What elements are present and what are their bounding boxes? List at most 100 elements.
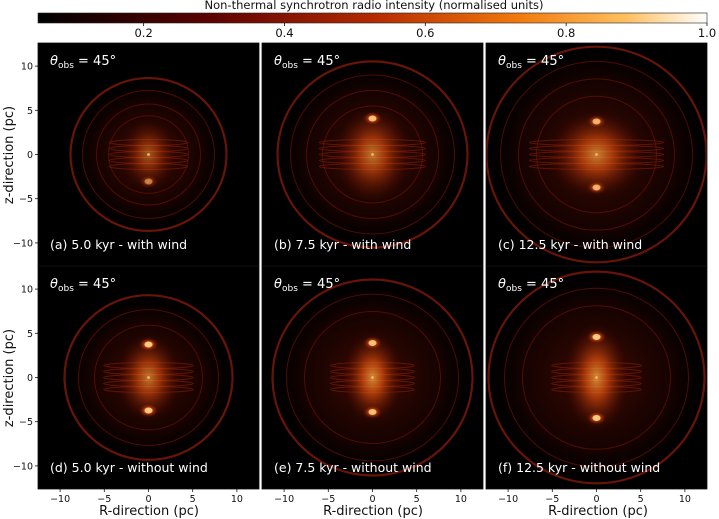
remnant-lower-hotspot (592, 184, 601, 191)
remnant-ring (78, 309, 219, 446)
remnant-lower-lobe (138, 174, 159, 189)
y-axis-label-bottom: z-direction (pc) (2, 329, 17, 427)
y-tick-label: −5 (19, 194, 33, 205)
x-tick-label: −10 (50, 494, 70, 505)
observer-angle-label: θobs = 45° (50, 54, 116, 71)
remnant-outer-ring (487, 270, 706, 485)
remnant-center (371, 376, 374, 379)
remnant-lower-hotspot (592, 415, 601, 421)
remnant-lower-hotspot (144, 407, 153, 414)
remnant-ring (290, 74, 455, 235)
x-tick-label: 5 (190, 494, 196, 505)
colorbar-tick-label: 0.4 (275, 26, 293, 40)
remnant-upper-hotspot (368, 115, 377, 122)
remnant-upper-hotspot (144, 341, 153, 348)
x-tick-label: 5 (638, 494, 644, 505)
panel-b: θobs = 45° (b) 7.5 kyr - with wind (261, 42, 484, 267)
x-tick-label: 0 (369, 494, 375, 505)
panel-e: θobs = 45° (e) 7.5 kyr - without wind −10 −… (261, 265, 484, 505)
observer-angle-label: θobs = 45° (274, 54, 340, 71)
panel-c: θobs = 45° (c) 12.5 kyr - with wind (485, 42, 708, 267)
x-axis-label-middle: R-direction (pc) (323, 504, 423, 519)
y-tick-label: 5 (27, 106, 33, 117)
remnant-outer-ring (69, 76, 228, 233)
x-axis-label-right: R-direction (pc) (548, 504, 648, 519)
remnant-image (486, 45, 707, 264)
observer-angle-label: θobs = 45° (50, 277, 116, 294)
y-tick-label: 10 (21, 285, 33, 296)
remnant-image (271, 278, 474, 477)
y-tick-label: 0 (27, 373, 33, 384)
x-tick-label: −5 (321, 494, 335, 505)
colorbar-gradient (37, 12, 708, 24)
panel-f: θobs = 45° (f) 12.5 kyr - without wind −10… (485, 265, 708, 505)
remnant-ring (94, 324, 203, 431)
x-tick-label: −5 (545, 494, 559, 505)
remnant-lower-hotspot (144, 178, 153, 185)
remnant-image (69, 76, 228, 233)
x-tick-label: 10 (231, 494, 243, 505)
remnant-outer-ring (63, 294, 234, 461)
panel-caption: (b) 7.5 kyr - with wind (274, 237, 411, 252)
y-tick-label: −5 (19, 417, 33, 428)
remnant-ring (322, 105, 423, 204)
remnant-ring (108, 115, 189, 194)
x-axis-label-left: R-direction (pc) (99, 504, 199, 519)
remnant-ring (82, 89, 215, 220)
remnant-outer-ring (486, 45, 707, 264)
remnant-ring (518, 78, 675, 231)
remnant-upper-hotspot (592, 334, 601, 340)
colorbar-label: Non-thermal synchrotron radio intensity … (205, 0, 544, 12)
x-tick-label: 10 (679, 494, 691, 505)
y-tick-label: 5 (27, 329, 33, 340)
x-tick-label: 5 (414, 494, 420, 505)
panel-caption: (f) 12.5 kyr - without wind (498, 460, 660, 475)
x-tick-label: −10 (498, 494, 518, 505)
remnant-center (595, 376, 598, 379)
colorbar: Non-thermal synchrotron radio intensity … (37, 0, 716, 40)
observer-angle-label: θobs = 45° (274, 277, 340, 294)
remnant-center (371, 153, 374, 156)
panel-caption: (e) 7.5 kyr - without wind (274, 460, 432, 475)
y-tick-label: 0 (27, 150, 33, 161)
remnant-ring (536, 95, 657, 214)
colorbar-tick-label: 0.6 (416, 26, 434, 40)
remnant-center (147, 153, 150, 156)
y-tick-label: −10 (13, 238, 33, 249)
remnant-lower-hotspot (368, 409, 377, 415)
remnant-ring (522, 305, 671, 450)
colorbar-tick-label: 1.0 (698, 26, 716, 40)
remnant-image (276, 60, 469, 249)
remnant-ring (96, 103, 201, 206)
colorbar-tick-label: 0.8 (557, 26, 575, 40)
remnant-ring (286, 293, 459, 462)
y-tick-label: −10 (13, 461, 33, 472)
remnant-upper-hotspot (368, 340, 377, 346)
remnant-image (63, 294, 234, 461)
remnant-upper-hotspot (592, 118, 601, 125)
panel-grid: θobs = 45° (a) 5.0 kyr - with wind −10 −5 0 5… (13, 42, 708, 505)
x-tick-label: −5 (97, 494, 111, 505)
remnant-ring (504, 287, 689, 468)
colorbar-tick-label: 0.2 (134, 26, 152, 40)
x-tick-label: 0 (145, 494, 151, 505)
colorbar-ticks: 0.2 0.4 0.6 0.8 1.0 (134, 23, 716, 40)
remnant-image (487, 270, 706, 485)
remnant-center (147, 376, 150, 379)
panel-d: θobs = 45° (d) 5.0 kyr - without wind −10 −… (13, 265, 260, 505)
remnant-ring (500, 60, 693, 249)
panel-caption: (a) 5.0 kyr - with wind (50, 237, 187, 252)
y-axis-label-top: z-direction (pc) (2, 106, 17, 204)
panel-a: θobs = 45° (a) 5.0 kyr - with wind −10 −5 0 5… (13, 42, 260, 267)
y-tick-label: 10 (21, 62, 33, 73)
x-tick-label: 0 (593, 494, 599, 505)
observer-angle-label: θobs = 45° (498, 277, 564, 294)
remnant-ring (306, 89, 439, 220)
remnant-center (595, 153, 598, 156)
remnant-outer-ring (271, 278, 474, 477)
x-tick-label: −10 (274, 494, 294, 505)
remnant-ring (304, 311, 441, 444)
remnant-outer-ring (276, 60, 469, 249)
panel-caption: (d) 5.0 kyr - without wind (50, 460, 208, 475)
